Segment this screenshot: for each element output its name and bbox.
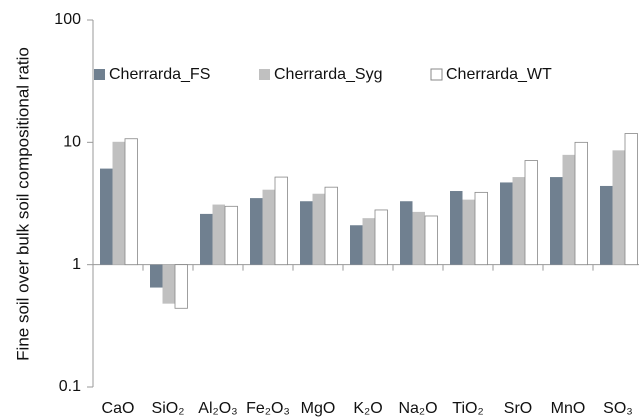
- legend-swatch: [430, 68, 443, 81]
- bar: [462, 199, 475, 265]
- bar: [412, 211, 425, 265]
- bar: [250, 198, 263, 265]
- x-tick-label: SiO₂: [152, 400, 185, 417]
- bar: [262, 189, 275, 265]
- legend-label: Cherrarda_WT: [446, 66, 552, 83]
- x-tick-label: SrO: [504, 400, 532, 417]
- legend-swatch: [259, 69, 270, 80]
- bar: [400, 201, 413, 265]
- bar: [324, 186, 338, 266]
- bar: [574, 141, 588, 266]
- x-tick-label: K₂O: [353, 400, 382, 417]
- x-tick-label: MnO: [551, 400, 586, 417]
- x-tick-label: TiO₂: [452, 400, 483, 417]
- bar: [624, 133, 638, 266]
- bar: [174, 264, 188, 309]
- bar: [312, 193, 325, 265]
- x-tick-label: Na₂O: [398, 400, 437, 417]
- bar: [500, 182, 513, 265]
- bar: [562, 154, 575, 265]
- legend-label: Cherrarda_Syg: [274, 66, 383, 83]
- bar: [274, 176, 288, 266]
- y-tick-label: 1: [72, 256, 81, 273]
- y-tick-label: 100: [54, 11, 81, 28]
- bar: [124, 138, 138, 266]
- x-tick-label: SO₃: [603, 400, 633, 417]
- bar: [200, 213, 213, 265]
- y-tick-label: 0.1: [59, 378, 81, 395]
- bar: [350, 225, 363, 265]
- bar: [612, 150, 625, 265]
- y-tick-label: 10: [63, 134, 81, 151]
- x-tick-label: CaO: [102, 400, 135, 417]
- bar: [474, 191, 488, 266]
- bar: [150, 264, 163, 288]
- x-tick-label: Fe₂O₃: [246, 400, 290, 417]
- bar: [162, 264, 175, 304]
- bar: [374, 209, 388, 266]
- y-axis-label: Fine soil over bulk soil compositional r…: [13, 47, 32, 361]
- bar: [450, 191, 463, 265]
- bar: [112, 141, 125, 265]
- bar: [550, 177, 563, 265]
- legend-label: Cherrarda_FS: [109, 66, 210, 83]
- bar: [212, 204, 225, 265]
- x-tick-label: MgO: [301, 400, 336, 417]
- x-tick-label: Al₂O₃: [198, 400, 237, 417]
- bar: [424, 215, 438, 266]
- bar: [512, 177, 525, 265]
- bar: [524, 160, 538, 266]
- bar: [362, 218, 375, 265]
- bar: [224, 205, 238, 266]
- bar: [300, 201, 313, 265]
- bar: [600, 185, 613, 265]
- legend-swatch: [94, 69, 105, 80]
- bar: [100, 168, 113, 265]
